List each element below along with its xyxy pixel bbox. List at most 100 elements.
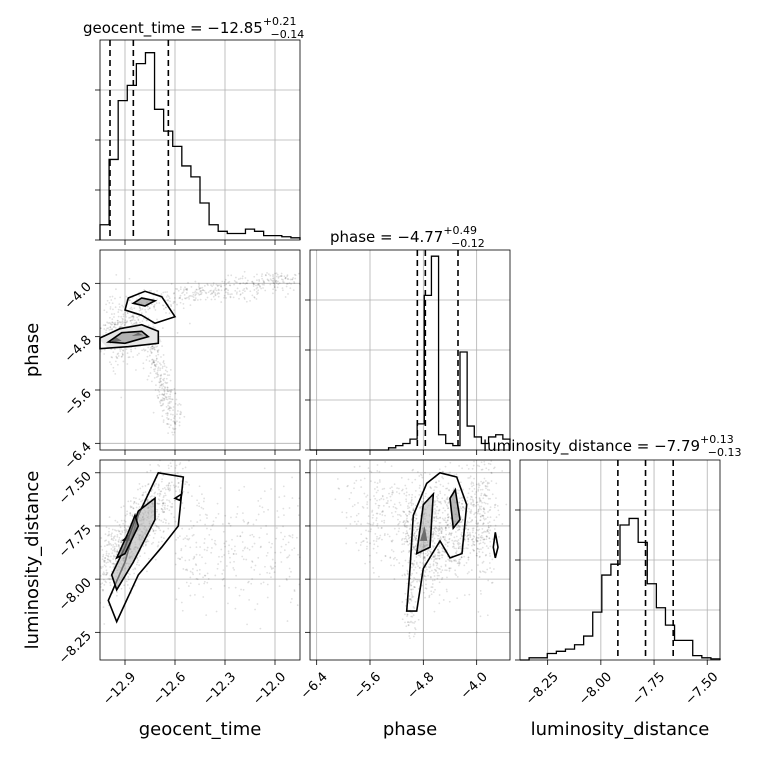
scatter-point (199, 546, 202, 548)
scatter-point (467, 538, 470, 541)
scatter-point (244, 282, 247, 285)
scatter-point (283, 281, 285, 284)
scatter-point (441, 497, 444, 500)
scatter-point (485, 554, 488, 556)
scatter-point (163, 377, 166, 380)
scatter-point (111, 562, 114, 565)
scatter-point (231, 538, 233, 541)
scatter-point (213, 542, 216, 545)
scatter-point (467, 528, 470, 531)
scatter-point (259, 286, 261, 288)
scatter-point (469, 520, 472, 523)
scatter-point (478, 528, 481, 531)
scatter-point (483, 508, 485, 511)
scatter-point (480, 508, 482, 511)
scatter-point (152, 305, 155, 308)
scatter-point (489, 529, 492, 532)
scatter-point (397, 518, 399, 521)
scatter-point (456, 540, 459, 543)
scatter-point (143, 288, 146, 291)
scatter-point (164, 386, 166, 388)
scatter-point (236, 512, 239, 515)
scatter-point (458, 525, 461, 528)
scatter-point (163, 373, 165, 375)
scatter-point (409, 523, 412, 526)
scatter-point (154, 365, 157, 368)
scatter-point (457, 562, 460, 564)
scatter-point (204, 513, 207, 516)
scatter-point (150, 366, 152, 369)
scatter-point (163, 511, 166, 514)
scatter-point (256, 273, 258, 276)
scatter-point (487, 497, 490, 500)
scatter-point (494, 503, 497, 506)
scatter-point (170, 418, 173, 421)
scatter-point (218, 292, 221, 295)
scatter-point (482, 515, 485, 517)
scatter-point (479, 499, 481, 502)
scatter-point (426, 551, 429, 553)
scatter-point (449, 522, 452, 525)
scatter-point (360, 523, 362, 526)
scatter-point (168, 397, 171, 400)
scatter-point (225, 297, 227, 299)
scatter-point (196, 578, 199, 581)
scatter-point (430, 487, 433, 490)
scatter-point (487, 530, 489, 533)
scatter-point (440, 571, 442, 574)
scatter-point (450, 559, 453, 562)
scatter-point (187, 281, 189, 284)
scatter-point (146, 378, 149, 381)
scatter-point (197, 282, 200, 285)
scatter-point (457, 541, 460, 544)
scatter-point (162, 419, 165, 421)
scatter-point (109, 542, 112, 545)
scatter-point (162, 378, 164, 381)
scatter-point (477, 482, 480, 485)
scatter-point (418, 475, 421, 477)
scatter-point (220, 285, 222, 288)
scatter-point (436, 505, 439, 508)
scatter-point (123, 526, 126, 529)
scatter-point (357, 549, 360, 552)
scatter-point (279, 275, 282, 278)
scatter-point (159, 379, 162, 381)
scatter-point (482, 517, 485, 520)
scatter-point (484, 554, 487, 557)
scatter-point (378, 498, 381, 501)
scatter-point (293, 282, 296, 285)
scatter-point (417, 528, 420, 531)
scatter-point (149, 348, 152, 351)
scatter-point (136, 354, 139, 356)
scatter-point (207, 291, 210, 294)
scatter-point (411, 493, 414, 496)
scatter-point (375, 491, 378, 494)
scatter-point (468, 521, 470, 524)
scatter-point (439, 483, 442, 486)
scatter-point (255, 284, 257, 287)
scatter-point (184, 537, 187, 540)
scatter-point (266, 278, 269, 281)
scatter-point (434, 557, 437, 560)
scatter-point (212, 290, 215, 293)
scatter-point (414, 504, 417, 507)
scatter-point (479, 536, 482, 538)
scatter-point (170, 407, 173, 410)
scatter-point (167, 464, 170, 467)
scatter-point (351, 505, 354, 508)
scatter-point (161, 345, 164, 348)
scatter-point (252, 535, 255, 538)
scatter-point (105, 581, 108, 584)
scatter-point (443, 499, 446, 502)
scatter-point (394, 556, 396, 559)
scatter-point (121, 531, 124, 534)
scatter-point (448, 501, 450, 503)
scatter-point (112, 370, 115, 373)
scatter-point (417, 618, 420, 621)
scatter-point (255, 290, 258, 293)
scatter-point (120, 309, 123, 312)
scatter-point (448, 537, 451, 540)
scatter-point (467, 534, 469, 537)
scatter-point (485, 485, 487, 488)
scatter-point (156, 508, 159, 511)
